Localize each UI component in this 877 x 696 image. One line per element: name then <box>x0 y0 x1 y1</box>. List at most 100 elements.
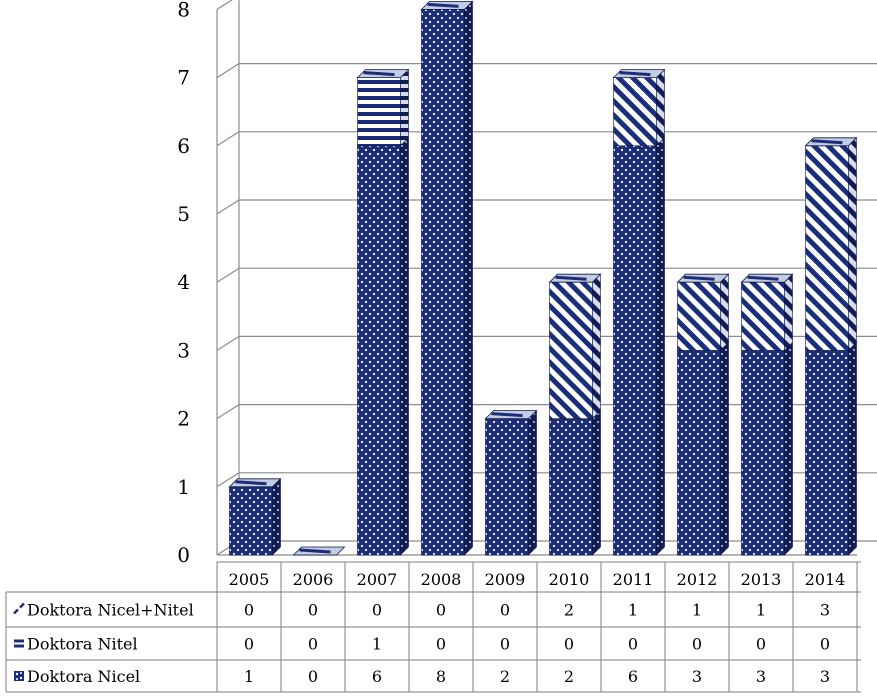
gridline-edge <box>216 472 240 488</box>
bar-top-mark <box>491 412 523 418</box>
bar-segment-side <box>272 478 281 556</box>
legend-key-dot <box>19 676 23 680</box>
table-value: 8 <box>436 667 446 686</box>
table-value: 0 <box>692 635 702 654</box>
legend-key-diag <box>13 608 19 615</box>
table-value: 3 <box>756 667 766 686</box>
legend-key-dot <box>15 672 19 676</box>
gridline-edge <box>216 404 240 420</box>
bar-segment-side <box>656 137 665 556</box>
x-category-label: 2013 <box>741 570 782 589</box>
table-value: 0 <box>244 601 254 620</box>
x-category-label: 2005 <box>229 570 270 589</box>
y-tick-label: 0 <box>177 543 190 567</box>
table-value: 6 <box>372 667 382 686</box>
y-tick-label: 3 <box>177 338 190 362</box>
legend-key-hstripes <box>14 644 24 648</box>
table-value: 0 <box>308 601 318 620</box>
gridline-edge <box>216 335 240 351</box>
bar-segment-side <box>656 68 665 147</box>
table-value: 0 <box>436 635 446 654</box>
bar-segment <box>741 281 785 351</box>
legend-key-diag <box>19 602 25 609</box>
x-category-label: 2006 <box>293 570 334 589</box>
bar-segment-side <box>592 273 601 420</box>
x-category-label: 2008 <box>421 570 462 589</box>
bar-top-mark <box>299 548 331 554</box>
table-value: 1 <box>628 601 638 620</box>
bar-top-mark <box>811 139 843 145</box>
bar-segment <box>485 418 529 556</box>
table-value: 1 <box>692 601 702 620</box>
bar-segment <box>741 350 785 556</box>
table-value: 1 <box>756 601 766 620</box>
y-tick-label: 4 <box>177 270 190 294</box>
table-value: 0 <box>564 635 574 654</box>
x-category-label: 2010 <box>549 570 590 589</box>
x-category-label: 2009 <box>485 570 526 589</box>
bar-segment-side <box>464 0 473 556</box>
bar-top-mark <box>747 275 779 281</box>
bar-segment <box>677 281 721 351</box>
bar-segment-side <box>848 341 857 556</box>
bar-top-mark <box>683 275 715 281</box>
table-value: 0 <box>308 667 318 686</box>
bars <box>228 0 858 556</box>
bar-top-mark <box>235 480 267 486</box>
y-tick-label: 8 <box>177 0 190 21</box>
bar-top-mark <box>427 2 459 8</box>
table-value: 0 <box>244 635 254 654</box>
bar-segment <box>229 486 273 556</box>
gridline-edge <box>216 131 240 147</box>
table-value: 2 <box>564 667 574 686</box>
bar-segment <box>549 418 593 556</box>
series-legend-label: Doktora Nitel <box>27 635 138 654</box>
bar-segment-side <box>784 273 793 352</box>
table-value: 3 <box>820 601 830 620</box>
table-value: 2 <box>564 601 574 620</box>
table-value: 0 <box>628 635 638 654</box>
data-table: 2005 2006 2007 2008 2009 2010 2011 2012 2013 2014… <box>5 561 861 693</box>
x-category-label: 2014 <box>805 570 846 589</box>
bar-segment <box>613 145 657 556</box>
bar-segment-side <box>528 409 537 556</box>
series-legend-label: Doktora Nicel+Nitel <box>27 601 194 620</box>
legend-key-dot <box>20 672 22 674</box>
table-value: 6 <box>628 667 638 686</box>
x-category-label: 2011 <box>613 570 654 589</box>
gridline-edge <box>216 63 240 79</box>
y-tick-label: 2 <box>177 407 190 431</box>
bar-segment-side <box>592 409 601 556</box>
bar-segment <box>357 77 401 147</box>
bar-segment-side <box>720 341 729 556</box>
table-value: 0 <box>436 601 446 620</box>
y-tick-label: 6 <box>177 134 190 158</box>
bar-top-mark <box>363 71 395 77</box>
gridline-edge <box>216 199 240 215</box>
table-value: 0 <box>372 601 382 620</box>
series-legend-label: Doktora Nicel <box>27 667 140 686</box>
bar-segment <box>805 350 849 556</box>
y-tick-label: 7 <box>177 66 190 90</box>
legend-key-dots <box>14 671 24 681</box>
bar-segment-side <box>848 137 857 352</box>
bar-segment <box>357 145 401 556</box>
y-axis: 0 1 2 3 4 5 6 7 8 <box>177 0 190 567</box>
table-value: 0 <box>756 635 766 654</box>
bar-top-mark <box>619 71 651 77</box>
x-category-label: 2007 <box>357 570 398 589</box>
bar-segment-side <box>784 341 793 556</box>
table-value: 0 <box>500 601 510 620</box>
gridline-edge <box>216 0 233 10</box>
table-value: 0 <box>308 635 318 654</box>
bar-segment-side <box>720 273 729 352</box>
bar-segment-side <box>400 137 409 556</box>
bar-segment <box>421 9 465 556</box>
table-value: 1 <box>372 635 382 654</box>
table-value: 3 <box>820 667 830 686</box>
table-value: 2 <box>500 667 510 686</box>
y-tick-label: 1 <box>177 475 190 499</box>
bar-segment <box>805 145 849 351</box>
legend-key-hstripes <box>14 639 24 643</box>
